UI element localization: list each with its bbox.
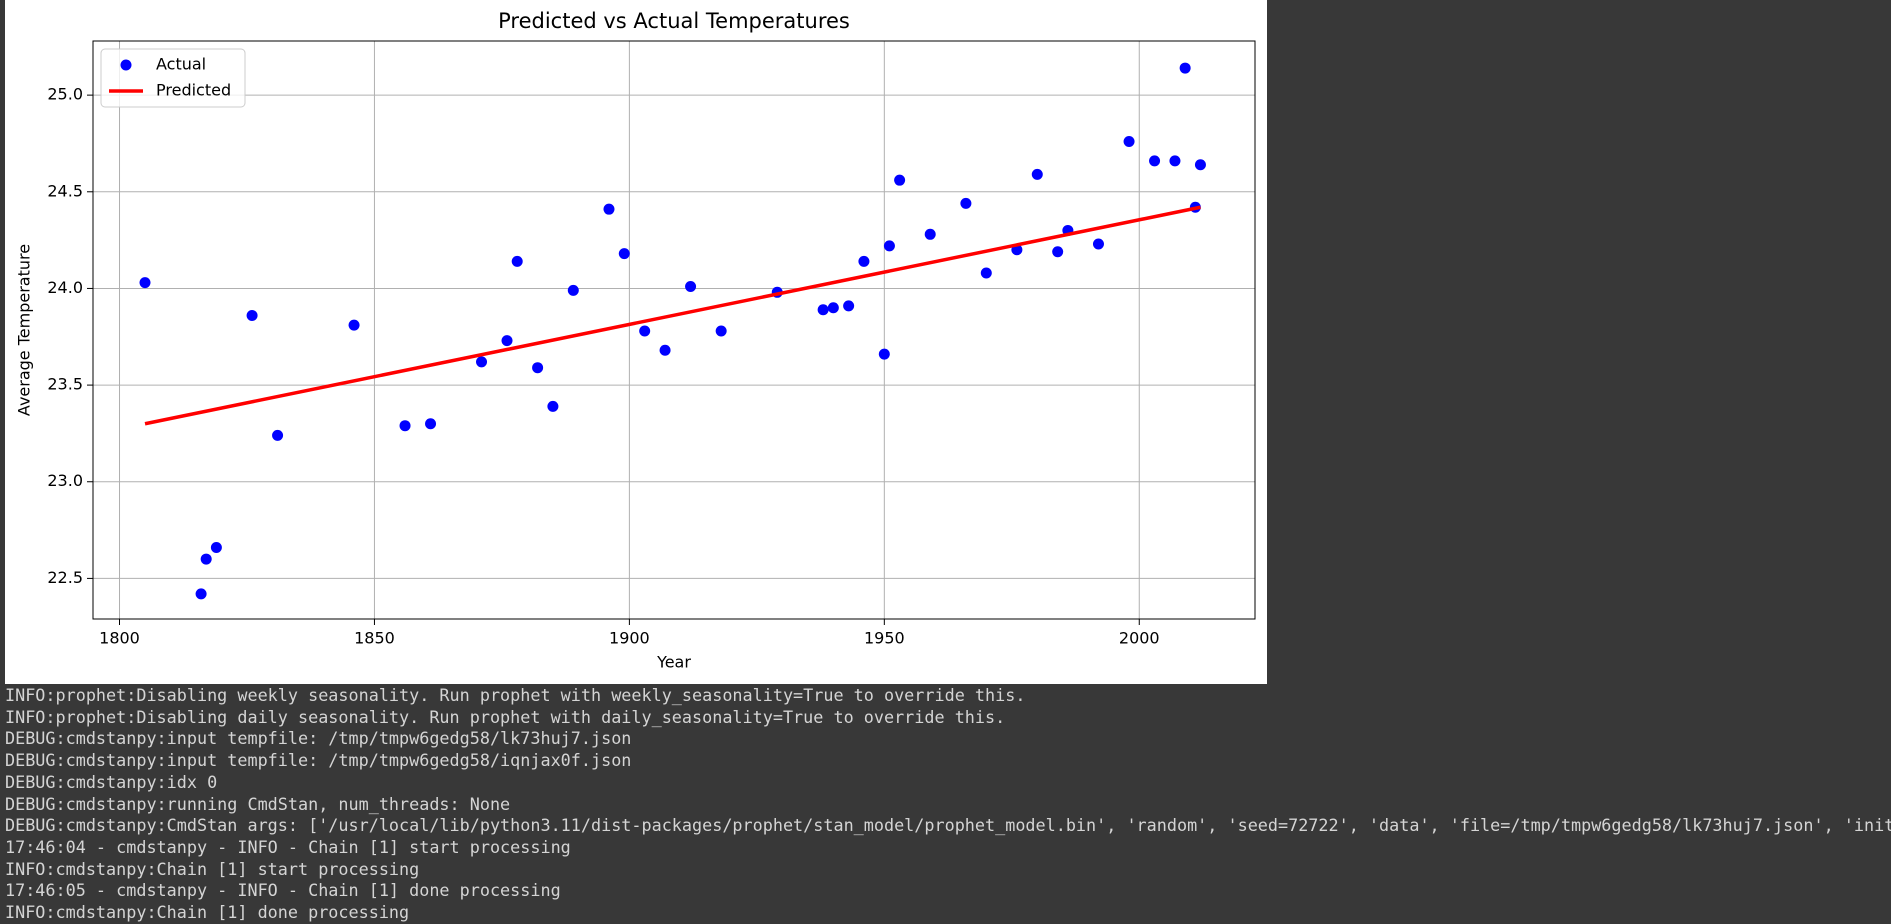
data-point — [246, 310, 258, 322]
y-tick-label: 24.5 — [47, 181, 83, 200]
data-point — [659, 344, 671, 356]
data-point — [878, 348, 890, 360]
data-point — [139, 277, 151, 289]
data-point — [894, 174, 906, 186]
data-point — [817, 304, 829, 316]
data-point — [1123, 136, 1135, 148]
data-point — [567, 284, 579, 296]
data-point — [1092, 238, 1104, 250]
x-tick-label: 1850 — [354, 629, 395, 648]
log-output: INFO:prophet:Disabling weekly seasonalit… — [5, 685, 1891, 924]
legend-label: Actual — [156, 55, 206, 74]
line — [144, 205, 1201, 426]
data-point — [618, 248, 630, 260]
data-point — [1031, 168, 1043, 180]
data-point — [843, 300, 855, 312]
log-line: 17:46:05 - cmdstanpy - INFO - Chain [1] … — [5, 880, 561, 901]
data-point — [547, 400, 559, 412]
y-tick-label: 25.0 — [47, 85, 83, 104]
log-line: DEBUG:cmdstanpy:CmdStan args: ['/usr/loc… — [5, 815, 1891, 836]
data-point — [980, 267, 992, 279]
data-point — [425, 418, 437, 430]
legend-marker — [120, 59, 132, 71]
data-point — [685, 281, 697, 293]
data-point — [1194, 159, 1206, 171]
chart-background — [5, 0, 1267, 684]
log-line: DEBUG:cmdstanpy:idx 0 — [5, 771, 218, 792]
data-point — [210, 541, 222, 553]
log-line: INFO:prophet:Disabling daily seasonality… — [5, 706, 1006, 727]
x-axis-label: Year — [656, 653, 691, 672]
log-line: 17:46:04 - cmdstanpy - INFO - Chain [1] … — [5, 836, 571, 857]
x-tick-label: 1900 — [609, 629, 650, 648]
data-point — [827, 302, 839, 314]
data-point — [1149, 155, 1161, 167]
log-line: DEBUG:cmdstanpy:input tempfile: /tmp/tmp… — [5, 728, 632, 749]
chart-title: Predicted vs Actual Temperatures — [498, 9, 850, 33]
data-point — [715, 325, 727, 337]
data-point — [883, 240, 895, 252]
chart: Predicted vs Actual Temperatures Year Av… — [5, 0, 1267, 684]
data-point — [603, 203, 615, 215]
plot-frame — [92, 40, 1256, 620]
x-tick-label: 1950 — [864, 629, 905, 648]
log-line: INFO:cmdstanpy:Chain [1] start processin… — [5, 858, 420, 879]
log-line: INFO:cmdstanpy:Chain [1] done processing — [5, 902, 410, 923]
data-point — [501, 335, 513, 347]
data-point — [511, 255, 523, 267]
data-point — [272, 429, 284, 441]
log-line: INFO:prophet:Disabling weekly seasonalit… — [5, 685, 1026, 705]
data-point — [348, 319, 360, 331]
log-line: DEBUG:cmdstanpy:running CmdStan, num_thr… — [5, 793, 511, 814]
data-point — [200, 553, 212, 565]
data-point — [195, 588, 207, 600]
y-tick-label: 22.5 — [47, 568, 83, 587]
x-tick-label: 2000 — [1119, 629, 1160, 648]
data-point — [399, 420, 411, 432]
data-point — [1179, 62, 1191, 74]
data-point — [858, 255, 870, 267]
data-point — [1052, 246, 1064, 258]
data-point — [639, 325, 651, 337]
legend-label: Predicted — [156, 81, 231, 100]
y-tick-label: 23.0 — [47, 471, 83, 490]
y-tick-label: 24.0 — [47, 278, 83, 297]
y-axis-label: Average Temperature — [15, 244, 34, 416]
data-point — [960, 197, 972, 209]
y-tick-label: 23.5 — [47, 375, 83, 394]
data-point — [532, 362, 544, 374]
data-point — [924, 228, 936, 240]
x-tick-label: 1800 — [99, 629, 140, 648]
log-line: DEBUG:cmdstanpy:input tempfile: /tmp/tmp… — [5, 750, 632, 771]
data-point — [1169, 155, 1181, 167]
data-point — [476, 356, 488, 368]
